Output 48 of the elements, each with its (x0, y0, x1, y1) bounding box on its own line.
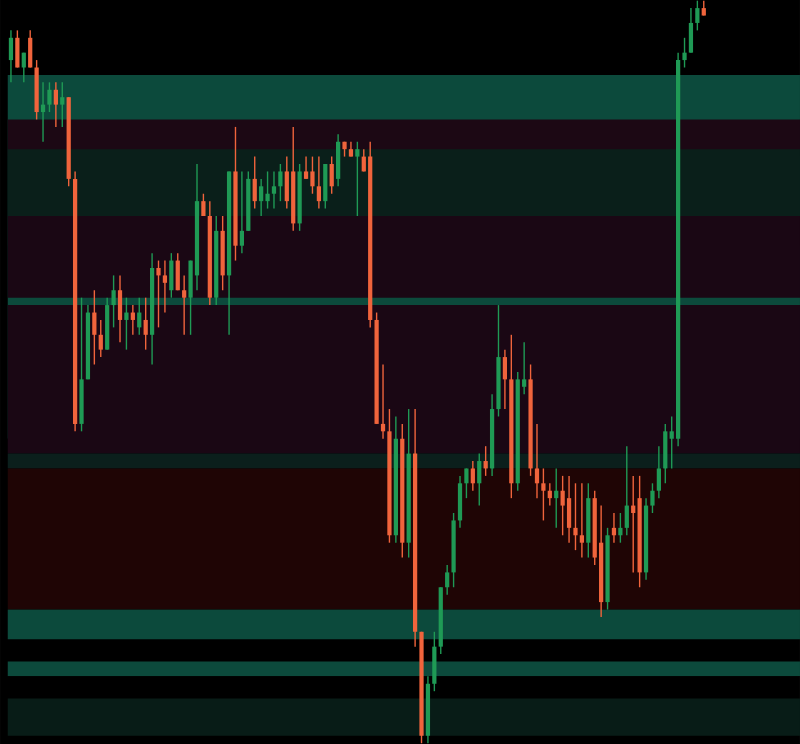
candlestick (60, 81, 65, 128)
candlestick (470, 460, 475, 492)
candlestick (303, 155, 309, 180)
candlestick (271, 170, 277, 210)
candlestick (156, 259, 161, 329)
candlestick (40, 81, 46, 143)
candlestick (355, 141, 360, 217)
candlestick (124, 297, 129, 351)
candlestick (92, 289, 97, 366)
candlestick (560, 475, 565, 537)
candlestick (259, 178, 264, 217)
candlestick (329, 155, 334, 195)
candlestick (79, 297, 84, 433)
candlestick (573, 482, 578, 551)
candlestick (688, 7, 694, 54)
candlestick (98, 319, 103, 358)
candlestick (336, 133, 341, 188)
candlestick (265, 170, 270, 210)
candlestick (547, 482, 552, 507)
candlestick (34, 59, 39, 121)
candlestick (21, 52, 26, 84)
candlestick (323, 163, 328, 210)
candlestick (631, 475, 636, 574)
candlestick (316, 155, 321, 210)
candlestick (105, 297, 110, 351)
candlestick (130, 304, 135, 336)
candlestick (143, 297, 148, 351)
candlestick (252, 155, 257, 210)
candlestick (15, 29, 20, 69)
candlestick (28, 29, 33, 69)
candlestick (278, 163, 283, 202)
candlestick (239, 170, 245, 254)
candlestick (169, 252, 174, 299)
candlestick (695, 0, 700, 32)
candlestick (111, 274, 116, 329)
candlestick (566, 475, 572, 544)
candlestick (53, 81, 58, 128)
candlestick (162, 259, 168, 314)
candlestick (624, 445, 629, 537)
candlestick (579, 482, 585, 559)
candlestick (477, 452, 482, 507)
candlestick (220, 215, 225, 292)
candlestick (483, 445, 488, 477)
candlestick (117, 274, 123, 343)
candlestick (586, 482, 591, 559)
candlestick (554, 467, 559, 529)
candlestick (8, 29, 14, 84)
candlestick (611, 512, 617, 544)
